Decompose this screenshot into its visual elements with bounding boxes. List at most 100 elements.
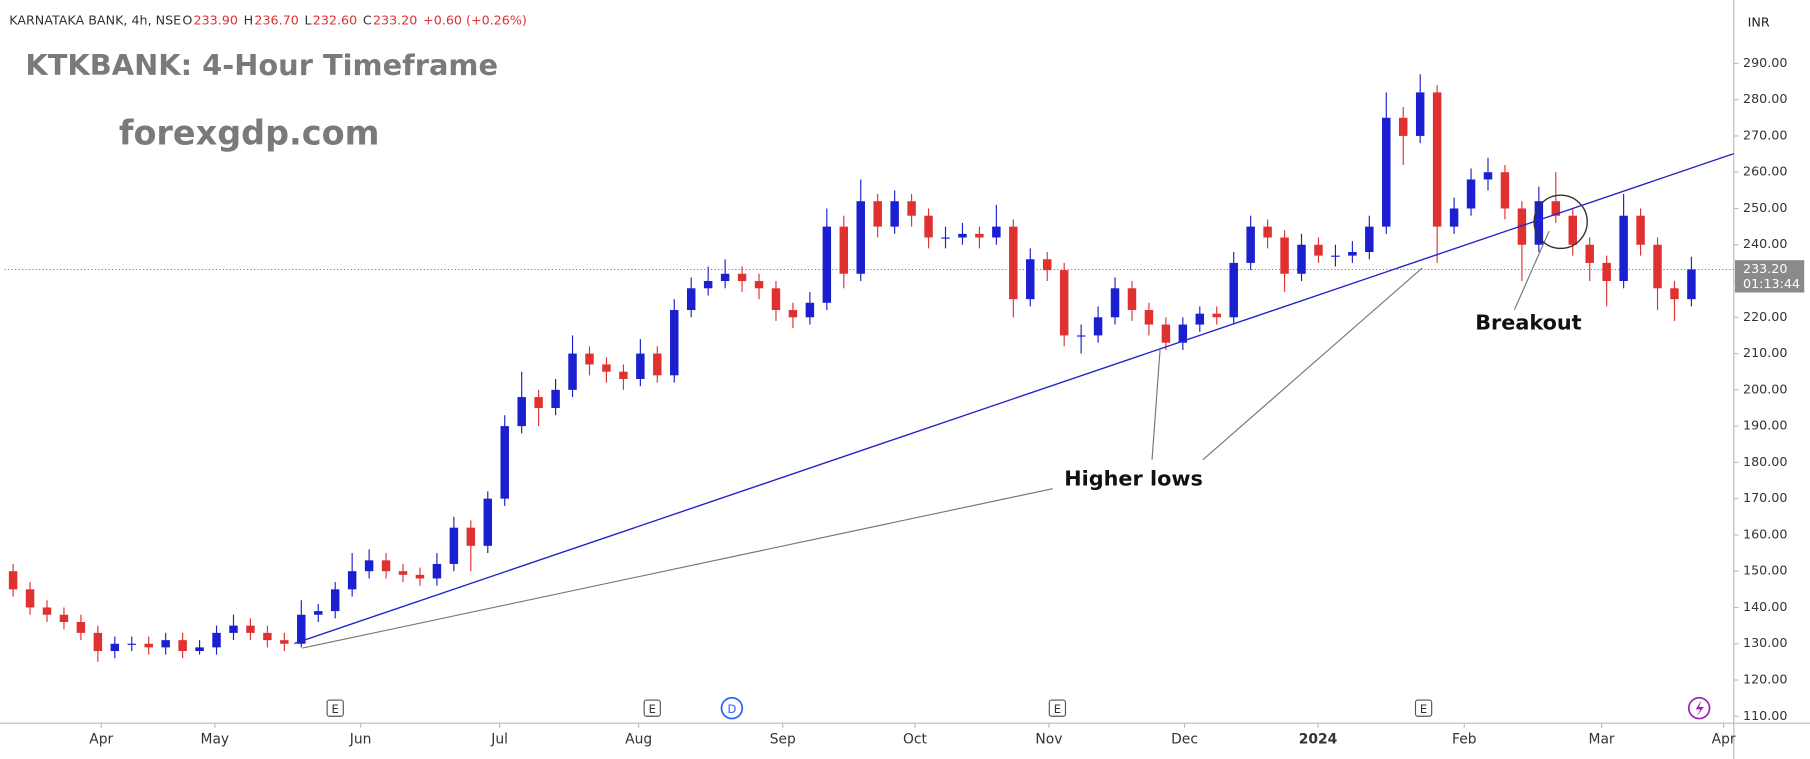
ohlc-label: C (363, 12, 372, 27)
candle-body (1568, 215, 1577, 245)
candle-body (1466, 179, 1476, 209)
candle-body (1585, 244, 1594, 263)
candle-body (907, 201, 916, 216)
candle-body (1348, 252, 1357, 256)
candle-body (1093, 317, 1103, 336)
candle-body (1365, 226, 1374, 253)
candle-body (1127, 288, 1137, 311)
x-tick-label: Feb (1452, 731, 1477, 747)
candle-body (1619, 215, 1628, 282)
candle-body (466, 527, 476, 546)
x-tick-label: Jun (349, 731, 372, 747)
candle-body (280, 640, 289, 644)
candle-body (670, 310, 679, 376)
candle-body (585, 353, 594, 365)
event-marker (1414, 699, 1433, 717)
event-label: E (649, 702, 656, 716)
candle-body (636, 353, 645, 379)
x-tick-label: May (201, 731, 230, 747)
candle-body (212, 632, 221, 648)
candle-body (1110, 288, 1120, 318)
candle-body (1670, 288, 1679, 300)
ohlc-value: 232.60 (313, 12, 357, 27)
candle-body (754, 281, 764, 289)
candle-body (229, 625, 238, 633)
candle-body (1602, 262, 1611, 282)
x-tick-label: Oct (903, 731, 927, 747)
candle-body (941, 237, 950, 239)
x-tick-label: Dec (1171, 731, 1198, 747)
candle-body (1144, 310, 1154, 325)
event-marker (720, 696, 744, 720)
candle-body (602, 364, 611, 372)
ohlc-label: O (182, 12, 192, 27)
x-tick-label: Sep (770, 731, 796, 747)
chart-title: KTKBANK: 4-Hour Timeframe (25, 48, 498, 82)
candle-body (619, 371, 628, 379)
x-tick-label: Apr (1712, 731, 1736, 747)
ohlc-values: O 233.90 H 236.70 L 232.60 C 233.20 +0.60 (+0.26… (182, 12, 526, 27)
countdown: 01:13:44 (1743, 276, 1800, 291)
y-tick-label: 170.00 (1743, 490, 1787, 505)
candle-body (1636, 215, 1645, 245)
x-tick-label: Aug (625, 731, 652, 747)
candle-body (686, 288, 696, 311)
pointer-line (302, 488, 1053, 649)
y-tick-label: 120.00 (1743, 672, 1787, 687)
x-tick-label: Nov (1035, 731, 1062, 747)
candle-body (720, 273, 730, 282)
event-label: E (332, 702, 339, 716)
alert-icon[interactable] (1687, 696, 1711, 720)
candle-body (771, 288, 781, 311)
candle-body (1297, 244, 1306, 274)
candle-body (1517, 208, 1527, 245)
y-tick-label: 160.00 (1743, 526, 1787, 541)
candle-body (500, 426, 509, 499)
event-marker (643, 699, 661, 717)
candle-body (1263, 226, 1272, 238)
candle-body (805, 302, 815, 318)
y-tick-label: 180.00 (1743, 454, 1787, 469)
candle-body (551, 389, 560, 408)
candle-body (398, 571, 408, 575)
event-label: E (1054, 702, 1061, 716)
y-tick-label: 250.00 (1743, 200, 1787, 215)
candle-body (788, 310, 798, 318)
candle-body (1398, 117, 1408, 136)
candle-body (856, 201, 865, 274)
candle-body (314, 611, 323, 615)
candle-body (59, 614, 69, 622)
last-price-box (1734, 260, 1805, 293)
candle-body (1415, 92, 1425, 136)
event-label: E (1420, 702, 1427, 716)
candle-body (1009, 226, 1018, 300)
candle-body (653, 353, 662, 376)
candle-body (1331, 255, 1340, 257)
x-tick-label: Mar (1589, 731, 1615, 747)
candle-body (1653, 244, 1662, 289)
candle-body (1246, 226, 1255, 263)
candle-body (737, 273, 747, 282)
candle-body (1687, 269, 1696, 300)
y-tick-label: 150.00 (1743, 563, 1787, 578)
candle-body (703, 281, 713, 289)
y-tick-label: 220.00 (1743, 309, 1787, 324)
plot-area (4, 74, 1734, 662)
candle-body (975, 233, 984, 238)
candle-body (1161, 324, 1171, 343)
watermark: forexgdp.com (119, 114, 380, 153)
pointer-line (1202, 267, 1423, 461)
ohlc-label: L (305, 12, 312, 27)
candle-body (195, 647, 204, 652)
candle-body (364, 560, 374, 572)
candle-body (1314, 244, 1323, 256)
ohlc-label: H (244, 12, 254, 27)
candle-body (330, 589, 340, 612)
candle-body (347, 571, 357, 590)
annotation: Breakout (1475, 310, 1581, 334)
candle-body (1212, 313, 1221, 318)
candle-body (1483, 172, 1493, 180)
candle-body (1026, 259, 1035, 300)
candle-body (76, 621, 86, 633)
